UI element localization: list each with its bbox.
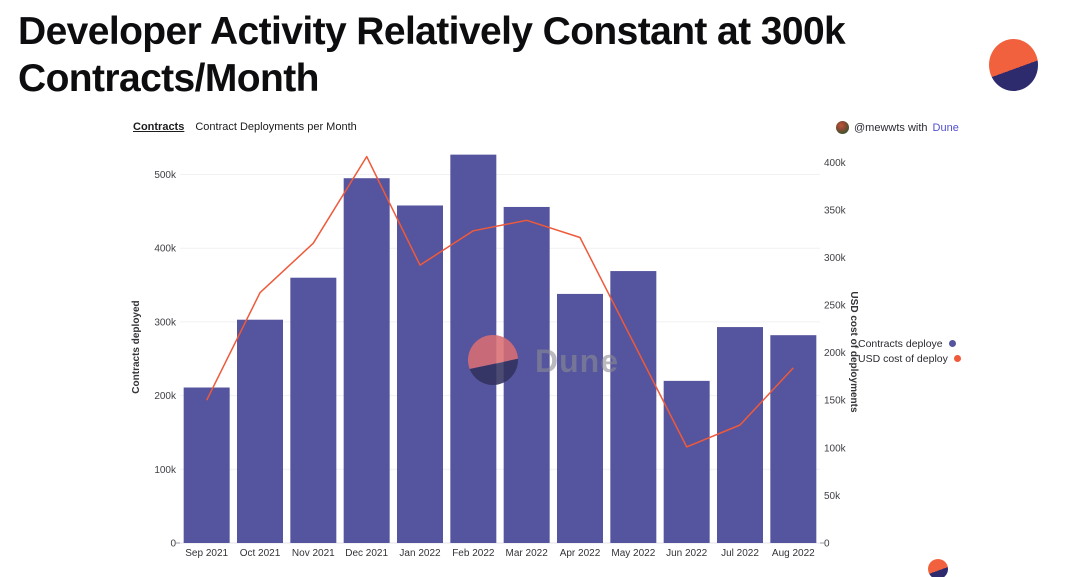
x-axis-tick-label: Nov 2021 <box>292 548 335 559</box>
bar-Aug 2022[interactable] <box>770 335 817 543</box>
x-axis-tick-label: Oct 2021 <box>240 548 281 559</box>
left-axis-tick-label: 400k <box>154 244 177 255</box>
legend-item-usd-cost[interactable]: USD cost of deploy <box>858 351 961 366</box>
watermark-text: Dune <box>535 343 619 379</box>
left-axis-tick-label: 500k <box>154 170 177 181</box>
attribution: @mewwts with Dune <box>836 121 959 134</box>
x-axis-tick-label: Sep 2021 <box>185 548 228 559</box>
dune-brand-logo-icon <box>989 39 1038 91</box>
right-axis-tick-label: 250k <box>824 301 847 312</box>
page-title-line-2: Contracts/Month <box>18 57 319 100</box>
author-avatar <box>836 121 849 134</box>
bar-May 2022[interactable] <box>610 271 657 543</box>
left-axis-title: Contracts deployed <box>131 300 142 393</box>
right-axis-tick-label: 0 <box>824 539 830 550</box>
right-axis-tick-label: 400k <box>824 158 847 169</box>
x-axis-tick-label: Apr 2022 <box>560 548 601 559</box>
left-axis-tick-label: 0 <box>170 539 176 550</box>
right-axis-tick-label: 100k <box>824 443 847 454</box>
bar-Jan 2022[interactable] <box>397 205 443 544</box>
legend-marker-bar-icon <box>948 340 956 347</box>
bar-Jun 2022[interactable] <box>663 380 710 543</box>
left-axis-tick-label: 200k <box>154 391 177 402</box>
x-axis-tick-label: Jan 2022 <box>399 548 441 559</box>
chart-legend: Contracts deploye USD cost of deploy <box>858 336 961 366</box>
bar-Apr 2022[interactable] <box>557 293 603 543</box>
right-axis-tick-label: 350k <box>824 205 847 216</box>
right-axis-tick-label: 150k <box>824 396 847 407</box>
x-axis-tick-label: Jun 2022 <box>666 548 708 559</box>
chart-header: Contracts Contract Deployments per Month <box>133 121 357 133</box>
right-axis-tick-label: 300k <box>824 253 847 264</box>
bar-Jul 2022[interactable] <box>717 327 763 543</box>
right-axis-title: USD cost of deployments <box>848 291 859 413</box>
x-axis-tick-label: Aug 2022 <box>772 548 815 559</box>
left-axis-tick-label: 300k <box>154 317 177 328</box>
page-title-line-1: Developer Activity Relatively Constant a… <box>18 10 846 53</box>
legend-item-contracts[interactable]: Contracts deploye <box>858 336 961 351</box>
legend-label: USD cost of deploy <box>858 352 948 365</box>
x-axis-tick-label: May 2022 <box>611 548 655 559</box>
tab-contracts[interactable]: Contracts <box>133 121 185 133</box>
usd-cost-line <box>206 155 794 448</box>
x-axis-tick-label: Feb 2022 <box>452 548 495 559</box>
right-axis-tick-label: 200k <box>824 348 847 359</box>
bar-Sep 2021[interactable] <box>183 387 230 543</box>
x-axis-tick-label: Dec 2021 <box>345 548 388 559</box>
legend-label: Contracts deploye <box>858 337 943 350</box>
dune-mini-logo-icon <box>928 559 948 577</box>
chart-subtitle: Contract Deployments per Month <box>195 121 357 133</box>
dune-link[interactable]: Dune <box>932 121 959 134</box>
x-axis-tick-label: Jul 2022 <box>721 548 759 559</box>
left-axis-tick-label: 100k <box>154 465 177 476</box>
legend-marker-line-icon <box>953 355 961 362</box>
bar-Nov 2021[interactable] <box>290 277 337 543</box>
page-title: Developer Activity Relatively Constant a… <box>18 8 846 102</box>
right-axis-tick-label: 50k <box>824 491 841 502</box>
x-axis-tick-label: Mar 2022 <box>506 548 549 559</box>
attribution-handle[interactable]: @mewwts with <box>854 121 928 134</box>
bar-Dec 2021[interactable] <box>343 178 390 544</box>
bar-Oct 2021[interactable] <box>237 319 283 543</box>
